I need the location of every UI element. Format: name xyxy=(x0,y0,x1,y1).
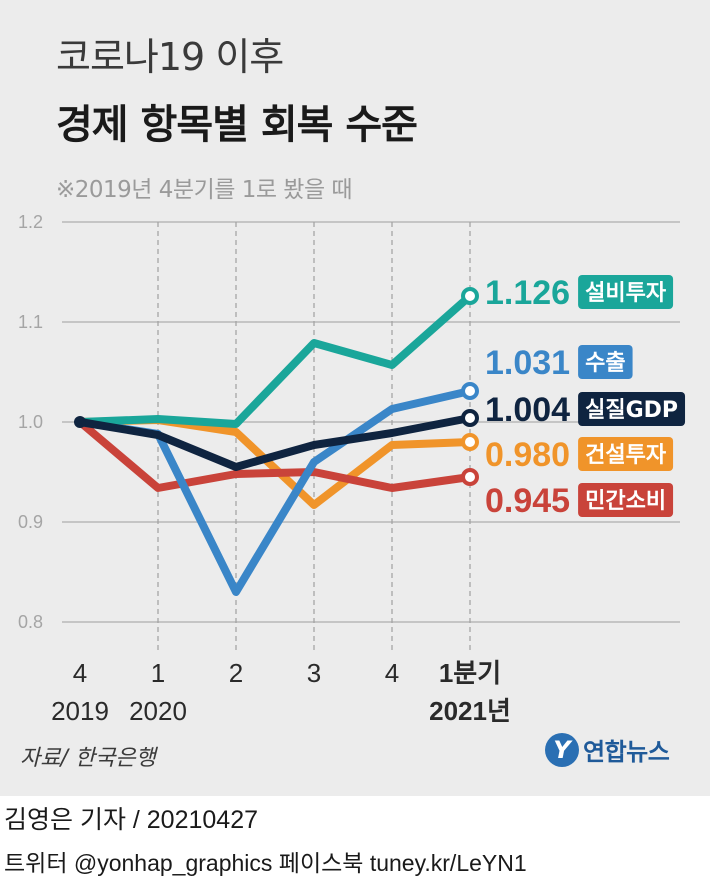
x-year-label: 2021년 xyxy=(429,696,511,726)
title-line-2: 경제 항목별 회복 수준 xyxy=(56,102,418,148)
series-line-4 xyxy=(76,418,474,492)
source-note: 자료/ 한국은행 xyxy=(20,746,156,771)
series-name-label-2: 실질GDP xyxy=(585,398,678,423)
series-name-label-4: 민간소비 xyxy=(585,489,666,514)
reporter-credit: 김영은 기자 / 20210427 xyxy=(4,806,259,834)
x-tick-label: 4 xyxy=(385,658,399,688)
series-name-box-4 xyxy=(578,483,674,517)
series-name-box-0 xyxy=(578,275,674,309)
y-tick-label: 1.1 xyxy=(18,312,43,332)
series-name-box-3 xyxy=(578,437,674,471)
title-line-1: 코로나19 이후 xyxy=(56,35,284,79)
series-value-label-3: 0.980 xyxy=(485,436,570,474)
series-name-label-3: 건설투자 xyxy=(585,443,667,468)
series-name-label-0: 설비투자 xyxy=(585,281,667,306)
series-value-label-2: 1.004 xyxy=(485,391,570,429)
social-links: 트위터 @yonhap_graphics 페이스북 tuney.kr/LeYN1 xyxy=(4,850,527,876)
x-tick-label: 2 xyxy=(229,658,243,688)
series-name-box-2 xyxy=(578,392,686,426)
series-name-label-1: 수출 xyxy=(585,351,625,376)
series-value-label-0: 1.126 xyxy=(485,274,570,312)
y-tick-label: 1.2 xyxy=(18,212,43,232)
x-tick-label: 4 xyxy=(73,658,87,688)
series-line-0 xyxy=(76,292,474,428)
yonhap-logo-text: 연합뉴스 xyxy=(583,738,670,766)
series-value-label-4: 0.945 xyxy=(485,482,570,520)
series-line-2 xyxy=(76,414,474,471)
series-end-marker-1 xyxy=(461,382,479,400)
y-tick-label: 0.9 xyxy=(18,512,43,532)
x-tick-label: 1분기 xyxy=(439,658,501,688)
line-chart: 1.2 1.1 1.0 0.9 0.8 4 1 2 3 4 1분기 2019 2020 2021년 1.12… xyxy=(18,212,686,726)
series-name-box-1 xyxy=(578,345,633,379)
series-end-marker-0 xyxy=(461,287,479,305)
series-end-marker-2 xyxy=(461,409,479,427)
series-end-marker-3 xyxy=(461,433,479,451)
yonhap-logo: Y 연합뉴스 xyxy=(545,732,670,767)
infographic-panel: 코로나19 이후 경제 항목별 회복 수준 ※2019년 4분기를 1로 봤을 … xyxy=(0,0,710,796)
series-end-marker-4 xyxy=(461,468,479,486)
x-year-label: 2020 xyxy=(129,696,187,726)
y-tick-label: 0.8 xyxy=(18,612,43,632)
x-year-label: 2019 xyxy=(51,696,109,726)
yonhap-logo-icon: Y xyxy=(545,732,579,767)
y-tick-label: 1.0 xyxy=(18,412,43,432)
series-start-dot xyxy=(74,416,86,428)
x-tick-label: 3 xyxy=(307,658,321,688)
series-value-label-1: 1.031 xyxy=(485,344,570,382)
x-tick-label: 1 xyxy=(151,658,165,688)
baseline-note: ※2019년 4분기를 1로 봤을 때 xyxy=(56,177,353,203)
